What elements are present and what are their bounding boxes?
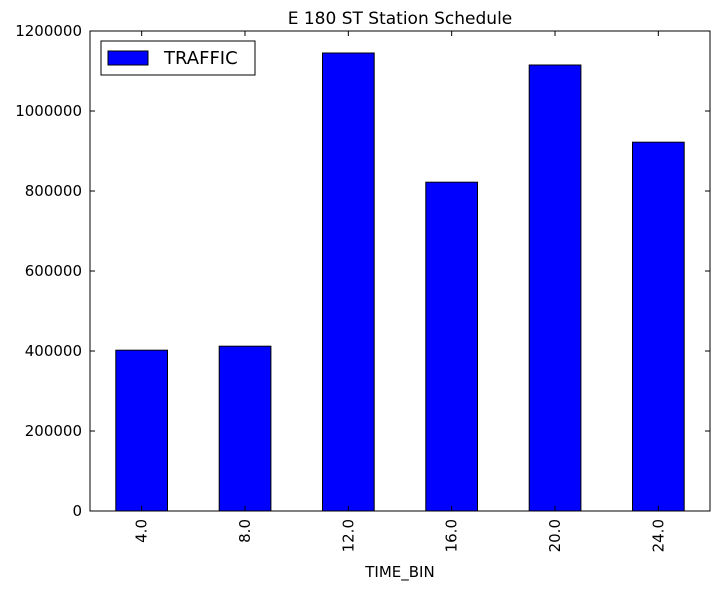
x-tick-label: 4.0 bbox=[133, 519, 151, 543]
y-tick-label: 400000 bbox=[25, 342, 82, 360]
bars-layer bbox=[115, 52, 685, 512]
chart-title: E 180 ST Station Schedule bbox=[288, 9, 513, 29]
x-tick-label: 16.0 bbox=[443, 519, 461, 552]
legend-swatch-traffic bbox=[107, 50, 149, 66]
plot-frame bbox=[89, 30, 711, 512]
bar-24.0 bbox=[632, 141, 685, 512]
bar-8.0 bbox=[218, 345, 272, 512]
bar-4.0 bbox=[115, 349, 169, 512]
y-tick-label: 800000 bbox=[25, 182, 82, 200]
legend-label-traffic: TRAFFIC bbox=[163, 48, 238, 69]
x-tick-label: 8.0 bbox=[236, 519, 254, 543]
x-tick-label: 20.0 bbox=[546, 519, 564, 552]
y-tick-label: 600000 bbox=[25, 262, 82, 280]
x-axis-label: TIME_BIN bbox=[364, 563, 434, 582]
ticks-layer: 0 200000 400000 600000 800000 1000000 1200000 4… bbox=[15, 22, 710, 552]
bar-12.0 bbox=[322, 52, 375, 512]
y-tick-label: 1000000 bbox=[15, 102, 82, 120]
bar-16.0 bbox=[425, 181, 478, 512]
bar-20.0 bbox=[528, 64, 582, 512]
legend: TRAFFIC bbox=[100, 40, 256, 76]
x-tick-label: 12.0 bbox=[339, 519, 357, 552]
axes-layer bbox=[89, 30, 711, 512]
y-tick-label: 1200000 bbox=[15, 22, 82, 40]
x-tick-label: 24.0 bbox=[649, 519, 667, 552]
y-tick-label: 200000 bbox=[25, 422, 82, 440]
y-tick-label: 0 bbox=[72, 502, 82, 520]
